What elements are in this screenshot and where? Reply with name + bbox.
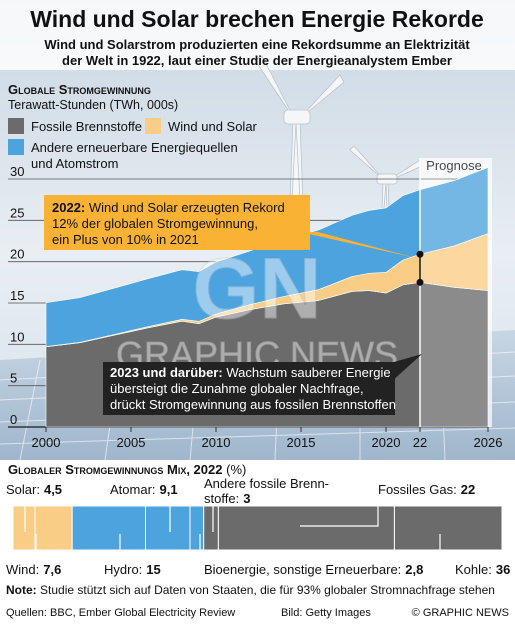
mix-segment-solar [12, 505, 36, 551]
y-tick-label: 25 [10, 205, 24, 220]
callout-2023-line-1-text: Wachstum sauberer Energie [223, 365, 391, 380]
callout-2022-line-2: 12% der globalen Stromgewinnung, [52, 216, 258, 231]
chart-legend: Fossile Brennstoffe Wind und Solar Ander… [8, 118, 258, 171]
mix-label-atomar: Atomar: 9,1 [110, 482, 178, 497]
x-tick-label: 2000 [32, 435, 61, 450]
mix-segment-hydro [71, 505, 147, 551]
y-tick-label: 0 [10, 412, 17, 427]
callout-2023-box [103, 362, 395, 415]
x-tick-label: 2005 [117, 435, 146, 450]
callout-2023-line-3: drückt Stromgewinnung aus fossilen Brenn… [110, 397, 396, 412]
callout-2023: 2023 und darüber: Wachstum sauberer Ener… [103, 354, 422, 415]
x-tick-label: 2015 [287, 435, 316, 450]
mix-segment-kohle [217, 505, 395, 551]
legend-swatch-other [8, 139, 24, 155]
legend-label-other-line-1: Andere erneuerbare Energiequellen [31, 140, 238, 155]
callout-2023-line-1: 2023 und darüber: Wachstum sauberer Ener… [110, 365, 391, 380]
callout-2022: 2022: Wind und Solar erzeugten Rekord 12… [44, 195, 416, 258]
mix-label-hydro: Hydro: 15 [104, 562, 161, 577]
footnote-text: Studie stützt sich auf Daten von Staaten… [37, 583, 495, 597]
footnote: Note: Studie stützt sich auf Daten von S… [6, 583, 495, 597]
mix-label-solar-name: Solar: [6, 482, 40, 497]
footer-copyright: © GRAPHIC NEWS [412, 607, 509, 619]
mix-label-hydro-value: 15 [146, 562, 160, 577]
mix-label-gas-name: Fossiles Gas: [378, 482, 457, 497]
footer-sources: Quellen: BBC, Ember Global Electricity R… [6, 607, 235, 619]
mix-label-hydro-name: Hydro: [104, 562, 142, 577]
mix-heading-text: Globaler Stromgewinnungs Mix, 2022 [8, 462, 222, 477]
callout-2022-line-1-text: Wind und Solar erzeugten Rekord [85, 200, 284, 215]
forecast-overlay [420, 159, 488, 427]
mix-label-andere-line-2: stoffe: 3 [204, 491, 250, 506]
legend-label-other-line-2: und Atomstrom [31, 156, 118, 171]
mix-label-gas-value: 22 [461, 482, 475, 497]
y-tick-label: 10 [10, 329, 24, 344]
chart-units: Terawatt-Stunden (TWh, 000s) [8, 98, 178, 112]
chart-heading-text: Globale Stromgewinnung [8, 82, 151, 97]
subtitle-line-2: der Welt in 1922, laut einer Studie der … [62, 53, 452, 68]
x-tick-label: 2020 [372, 435, 401, 450]
callout-2022-pointer [300, 232, 416, 258]
marker-2022-bottom-dot [416, 278, 424, 286]
legend-label-fossil: Fossile Brennstoffe [31, 119, 142, 134]
area-series-2 [45, 166, 489, 347]
mix-label-bio-name: Bioenergie, sonstige Erneuerbare: [204, 562, 401, 577]
mix-label-bio-value: 2,8 [405, 562, 423, 577]
footnote-label: Note: [6, 583, 37, 597]
callout-2023-year: 2023 und darüber: [110, 365, 223, 380]
marker-2022-top-dot [416, 250, 424, 258]
chart-2022-marker [416, 250, 424, 286]
mix-label-kohle-value: 36 [496, 562, 510, 577]
x-tick-label: 2010 [202, 435, 231, 450]
mix-label-andere-value: 3 [243, 491, 250, 506]
mix-label-andere-name: stoffe: [204, 491, 239, 506]
x-axis-tick-labels: 2000 2005 2010 2015 2020 22 2026 [32, 427, 503, 450]
mix-label-gas: Fossiles Gas: 22 [378, 482, 475, 497]
chart-heading: Globale Stromgewinnung [8, 82, 151, 97]
subtitle-line-1: Wind und Solarstrom produzierten eine Re… [44, 37, 470, 52]
mix-heading-unit: (%) [226, 462, 246, 477]
page-title: Wind und Solar brechen Energie Rekorde [30, 6, 484, 32]
mix-label-wind: Wind: 7,6 [6, 562, 61, 577]
legend-swatch-fossil [8, 118, 24, 134]
callout-2023-line-2: übersteigt die Zunahme globaler Nachfrag… [110, 381, 364, 396]
mix-label-solar-value: 4,5 [44, 482, 62, 497]
mix-segment-wind [34, 505, 73, 551]
mix-label-bio: Bioenergie, sonstige Erneuerbare: 2,8 [204, 562, 423, 577]
mix-heading: Globaler Stromgewinnungs Mix, 2022 (%) [8, 462, 246, 477]
mix-segment-atomar [145, 505, 191, 551]
watermark-logo: GN [193, 241, 322, 337]
mix-label-kohle-name: Kohle: [455, 562, 492, 577]
mix-label-kohle: Kohle: 36 [455, 562, 510, 577]
x-tick-label: 22 [413, 435, 427, 450]
mix-label-atomar-name: Atomar: [110, 482, 156, 497]
callout-2022-line-3: ein Plus von 10% in 2021 [52, 232, 199, 247]
callout-2022-year: 2022: [52, 200, 85, 215]
y-tick-label: 15 [10, 288, 24, 303]
y-tick-label: 5 [10, 371, 17, 386]
callout-2022-line-1: 2022: Wind und Solar erzeugten Rekord [52, 200, 285, 215]
y-axis-tick-labels: 0 5 10 15 20 25 30 [10, 164, 24, 427]
footer-image-credit: Bild: Getty Images [281, 607, 371, 619]
mix-bar [12, 505, 503, 551]
legend-swatch-wind-solar [145, 118, 161, 134]
callout-2022-box [44, 195, 310, 250]
mix-segment-fossiles-gas [393, 505, 503, 551]
mix-label-wind-name: Wind: [6, 562, 39, 577]
mix-segment-bioenergie-sonstige-erneuerbare [189, 505, 205, 551]
mix-label-atomar-value: 9,1 [160, 482, 178, 497]
x-tick-label: 2026 [474, 435, 503, 450]
mix-label-solar: Solar: 4,5 [6, 482, 62, 497]
legend-label-wind-solar: Wind und Solar [168, 119, 258, 134]
mix-leader-lines [24, 500, 441, 566]
mix-label-wind-value: 7,6 [43, 562, 61, 577]
mix-label-andere-line-1: Andere fossile Brenn- [204, 476, 329, 491]
mix-segment-andere-fossile-brennstoffe [203, 505, 219, 551]
y-tick-label: 30 [10, 164, 24, 179]
y-tick-label: 20 [10, 247, 24, 262]
forecast-label: Prognose [426, 158, 482, 173]
